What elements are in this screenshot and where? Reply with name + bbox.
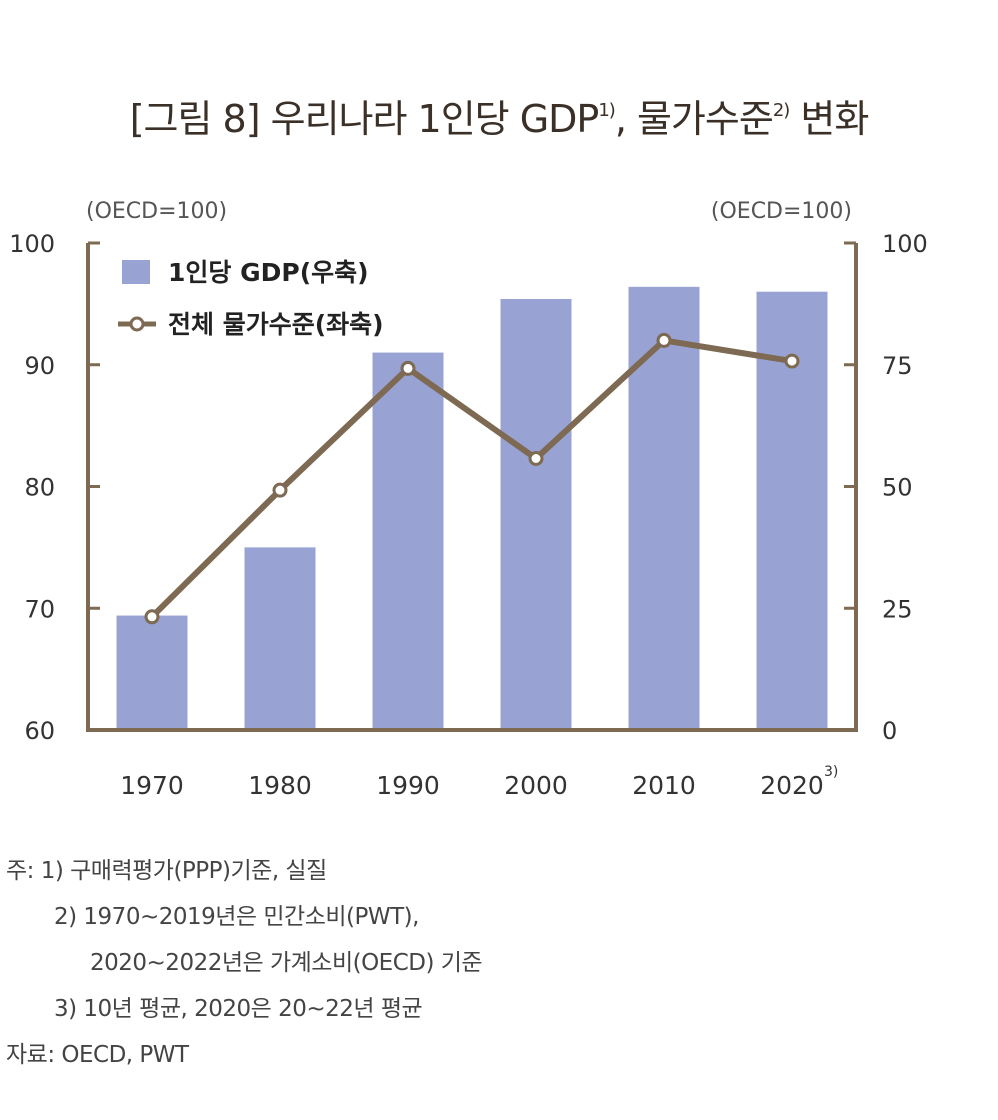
bar-2000 <box>500 299 572 730</box>
legend-bar-label: 1인당 GDP(우축) <box>168 258 369 287</box>
x-tick-label-1990: 1990 <box>376 771 440 800</box>
x-tick-label-2010: 2010 <box>632 771 696 800</box>
note-1: 주: 1) 구매력평가(PPP)기준, 실질 <box>6 858 327 884</box>
right-tick-label-100: 100 <box>882 230 928 258</box>
chart-notes: 주: 1) 구매력평가(PPP)기준, 실질 2) 1970~2019년은 민간… <box>6 848 483 1078</box>
left-tick-label-80: 80 <box>24 474 55 502</box>
right-tick-label-50: 50 <box>882 474 913 502</box>
note-source: 자료: OECD, PWT <box>6 1042 189 1068</box>
right-tick-label-75: 75 <box>882 352 913 380</box>
chart: 60 70 80 90 100 0 25 50 75 100 (OECD=100) (OECD=100… <box>9 199 928 800</box>
x-tick-label-1980: 1980 <box>248 771 312 800</box>
bar-1990 <box>372 352 444 730</box>
chart-title: [그림 8] 우리나라 1인당 GDP1), 물가수준2) 변화 <box>129 97 870 141</box>
line-price-level <box>149 337 793 619</box>
legend-line-marker <box>129 316 145 332</box>
right-tick-label-0: 0 <box>882 717 897 745</box>
bar-1980 <box>244 547 316 730</box>
left-tick-label-90: 90 <box>24 352 55 380</box>
line-point-2020 <box>784 353 800 369</box>
right-axis-unit: (OECD=100) <box>711 199 852 224</box>
line-point-1980 <box>272 482 288 498</box>
line-point-1990 <box>400 360 416 376</box>
x-tick-note: 3) <box>824 764 838 780</box>
x-tick-label-2000: 2000 <box>504 771 568 800</box>
left-axis-unit: (OECD=100) <box>86 199 227 224</box>
note-3: 2020~2022년은 가계소비(OECD) 기준 <box>90 950 483 976</box>
legend-line-label: 전체 물가수준(좌축) <box>168 310 384 339</box>
note-2: 2) 1970~2019년은 민간소비(PWT), <box>54 904 419 930</box>
x-tick-label-2020: 2020 <box>760 771 824 800</box>
note-4: 3) 10년 평균, 2020은 20~22년 평균 <box>54 996 423 1022</box>
line-point-2010 <box>656 332 672 348</box>
left-tick-label-70: 70 <box>24 595 55 623</box>
line-point-2000 <box>528 450 544 466</box>
left-tick-label-100: 100 <box>9 230 55 258</box>
left-tick-label-60: 60 <box>24 717 55 745</box>
right-tick-label-25: 25 <box>882 595 913 623</box>
bar-1970 <box>116 615 188 730</box>
bar-2010 <box>628 286 700 730</box>
x-tick-label-1970: 1970 <box>120 771 184 800</box>
line-point-1970 <box>144 609 160 625</box>
legend-bar-swatch <box>122 260 150 284</box>
